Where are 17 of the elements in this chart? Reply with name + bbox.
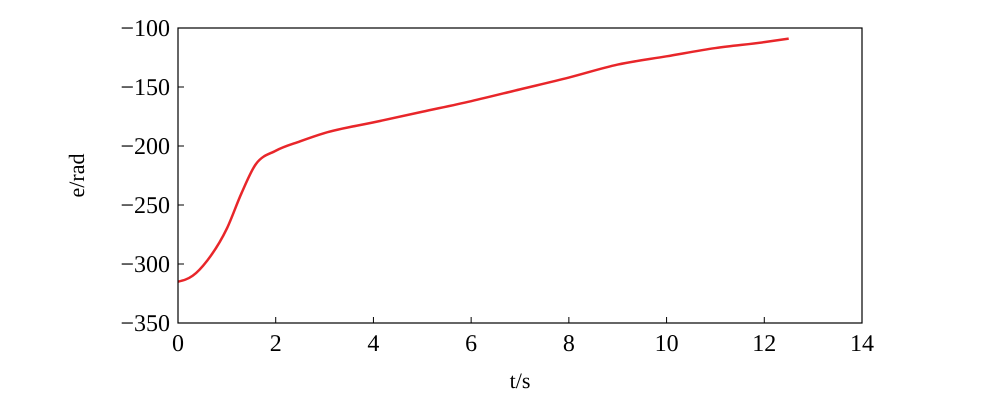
y-tick-label: −200 bbox=[120, 134, 170, 160]
x-tick-label: 12 bbox=[752, 331, 776, 357]
line-series bbox=[176, 37, 790, 283]
y-axis-title: e/rad bbox=[64, 154, 89, 198]
x-tick-label: 2 bbox=[270, 331, 282, 357]
x-tick-label: 6 bbox=[465, 331, 478, 357]
x-tick-label: 8 bbox=[562, 331, 575, 357]
x-tick-label: 14 bbox=[850, 331, 874, 357]
x-axis-title: t/s bbox=[510, 368, 530, 393]
y-tick-label: −100 bbox=[120, 16, 170, 42]
y-tick-label: −250 bbox=[120, 193, 170, 219]
x-tick-label: 10 bbox=[654, 331, 679, 357]
x-tick-label: 4 bbox=[367, 331, 380, 357]
y-tick-label: −350 bbox=[120, 311, 170, 337]
x-tick-label: 0 bbox=[172, 331, 184, 357]
y-tick-label: −150 bbox=[120, 75, 170, 101]
y-tick-label: −300 bbox=[120, 252, 170, 278]
